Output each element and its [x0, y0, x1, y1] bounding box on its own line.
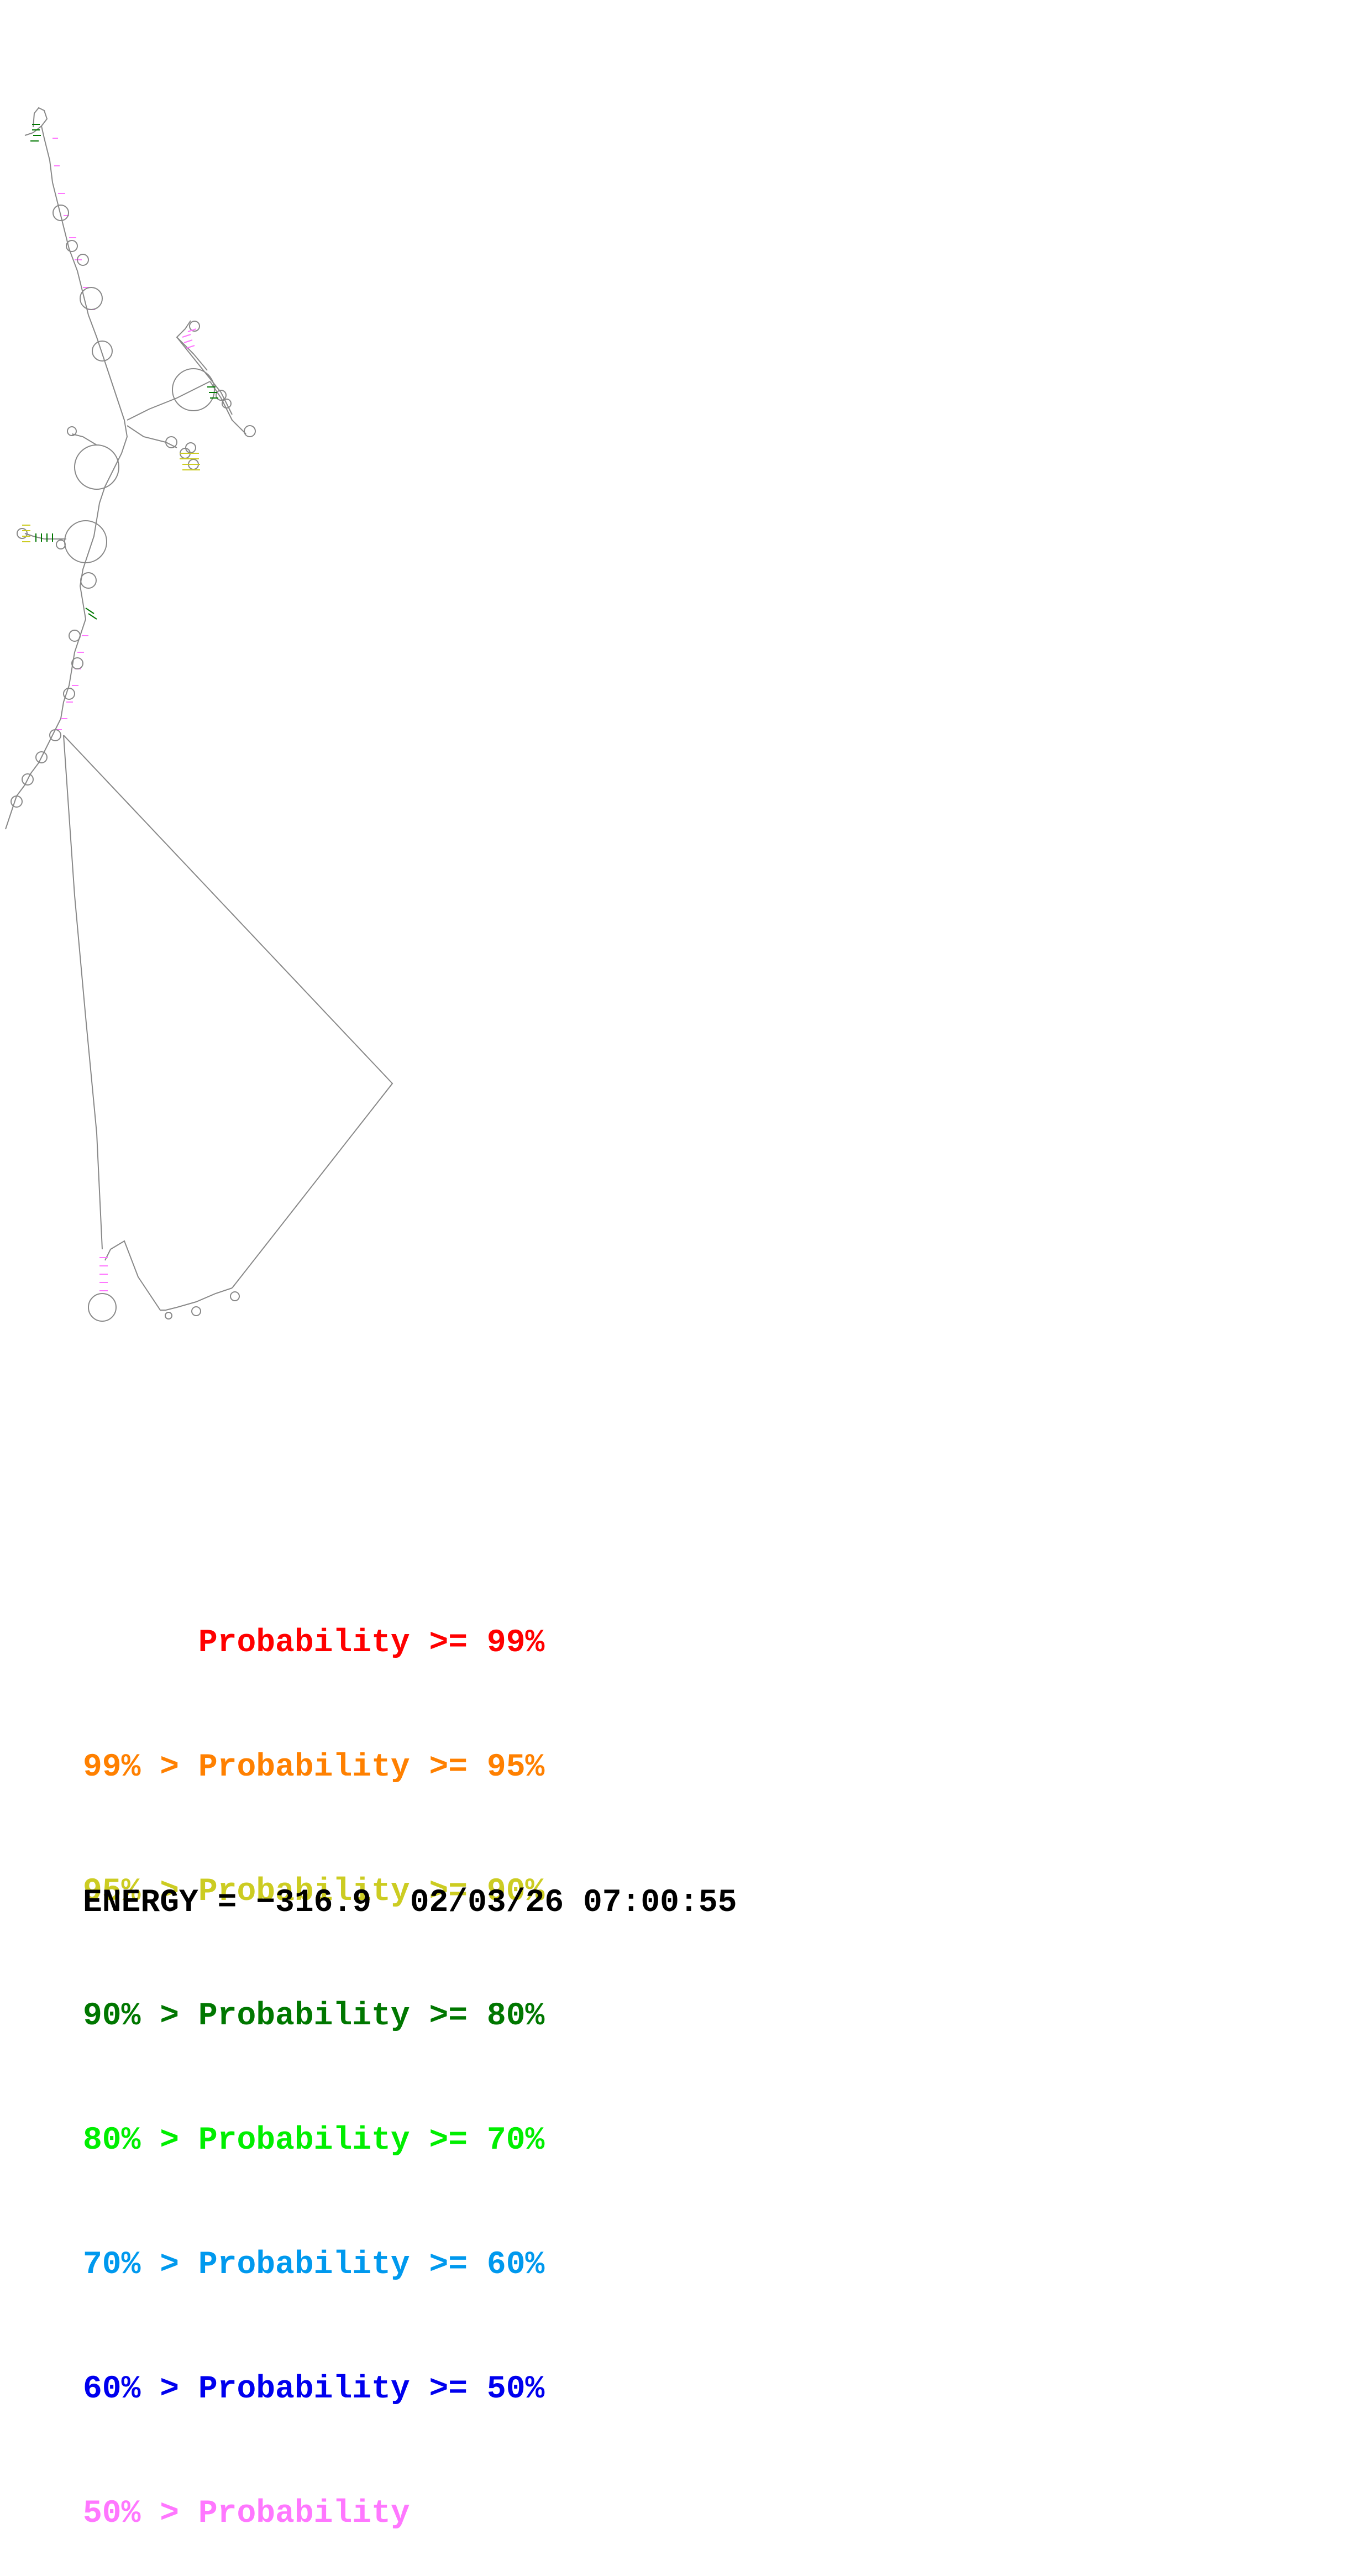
top-hairpin: [24, 107, 48, 142]
upper-right-branch: [127, 320, 256, 437]
middle-right-cluster: [127, 425, 199, 470]
rna-secondary-structure: [5, 107, 393, 1322]
long-arms: [63, 735, 393, 1311]
energy-timestamp: ENERGY = −316.9 02/03/26 07:00:55: [83, 1885, 737, 1921]
legend-row: 60% > Probability >= 50%: [83, 2371, 545, 2407]
legend-row: 70% > Probability >= 60%: [83, 2247, 545, 2283]
left-loops: [17, 426, 119, 563]
legend-row: 99% > Probability >= 95%: [83, 1750, 545, 1786]
legend-row: Probability >= 99%: [83, 1625, 545, 1661]
probability-legend: Probability >= 99% 99% > Probability >= …: [83, 1540, 544, 2576]
backbone-trunk: [5, 125, 128, 830]
trunk-loops: [11, 205, 113, 808]
upper-right-stems: [182, 328, 218, 399]
middle-right-stems: [180, 453, 200, 470]
bottom-loops: [88, 1291, 240, 1322]
legend-row: 80% > Probability >= 70%: [83, 2123, 545, 2159]
legend-row: 95% > Probability >= 90%: [83, 1874, 545, 1910]
legend-row: 50% > Probability: [83, 2496, 410, 2532]
legend-row: 90% > Probability >= 80%: [83, 1998, 545, 2034]
bottom-stems: [99, 1257, 108, 1291]
trunk-stems: [53, 138, 95, 730]
left-stems: [22, 525, 97, 620]
